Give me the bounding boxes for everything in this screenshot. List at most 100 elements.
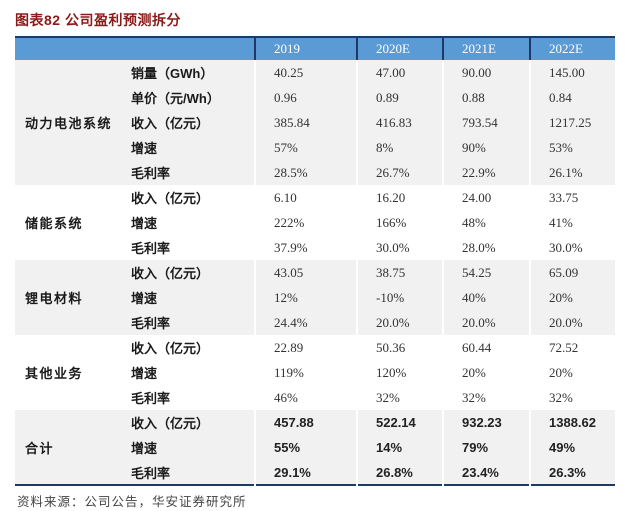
- group-label: 锂电材料: [15, 260, 127, 335]
- value-cell: 26.3%: [529, 460, 615, 485]
- value-cell: 55%: [254, 435, 357, 460]
- value-cell: 793.54: [442, 110, 530, 135]
- value-cell: 41%: [529, 210, 615, 235]
- value-cell: 26.1%: [529, 160, 615, 185]
- value-cell: 30.0%: [356, 235, 443, 260]
- value-cell: 28.5%: [254, 160, 357, 185]
- value-cell: 0.88: [442, 85, 530, 110]
- value-cell: 22.9%: [442, 160, 530, 185]
- table-row: 毛利率 29.1% 26.8% 23.4% 26.3%: [15, 460, 615, 485]
- value-cell: 53%: [529, 135, 615, 160]
- value-cell: 16.20: [356, 185, 443, 210]
- group-label: 储能系统: [15, 185, 127, 260]
- value-cell: 65.09: [529, 260, 615, 285]
- value-cell: 222%: [254, 210, 357, 235]
- metric-label: 毛利率: [127, 460, 255, 485]
- header-year-2019: 2019: [254, 37, 357, 60]
- metric-label: 毛利率: [127, 160, 255, 185]
- value-cell: 33.75: [529, 185, 615, 210]
- metric-label: 增速: [127, 435, 255, 460]
- table-body: 动力电池系统 销量（GWh） 40.25 47.00 90.00 145.00 单价（元/W…: [15, 60, 615, 485]
- value-cell: 22.89: [254, 335, 357, 360]
- value-cell: 416.83: [356, 110, 443, 135]
- figure-title: 图表82 公司盈利预测拆分: [15, 12, 181, 28]
- value-cell: 37.9%: [254, 235, 357, 260]
- value-cell: 166%: [356, 210, 443, 235]
- value-cell: 20.0%: [529, 310, 615, 335]
- header-year-2022e: 2022E: [529, 37, 615, 60]
- value-cell: 28.0%: [442, 235, 530, 260]
- metric-label: 收入（亿元）: [127, 335, 255, 360]
- value-cell: 0.96: [254, 85, 357, 110]
- value-cell: 32%: [356, 385, 443, 410]
- value-cell: 60.44: [442, 335, 530, 360]
- value-cell: 48%: [442, 210, 530, 235]
- table-row: 动力电池系统 销量（GWh） 40.25 47.00 90.00 145.00: [15, 60, 615, 185]
- metric-label: 毛利率: [127, 235, 255, 260]
- value-cell: 20%: [529, 285, 615, 310]
- table-row: 收入（亿元） 385.84 416.83 793.54 1217.25: [15, 110, 615, 135]
- group-label: 合计: [15, 410, 127, 485]
- table-header-row: 2019 2020E 2021E 2022E: [15, 37, 615, 60]
- value-cell: 522.14: [356, 410, 443, 435]
- value-cell: 26.7%: [356, 160, 443, 185]
- metric-label: 收入（亿元）: [127, 260, 255, 285]
- value-cell: 457.88: [254, 410, 357, 435]
- value-cell: 46%: [254, 385, 357, 410]
- header-metric-spacer: [127, 37, 255, 60]
- table-row: 增速 12% -10% 40% 20%: [15, 285, 615, 310]
- metric-label: 增速: [127, 135, 255, 160]
- table-row: 毛利率 46% 32% 32% 32%: [15, 385, 615, 410]
- value-cell: 120%: [356, 360, 443, 385]
- table-row: 增速 55% 14% 79% 49%: [15, 435, 615, 460]
- value-cell: -10%: [356, 285, 443, 310]
- table-row: 储能系统 收入（亿元） 6.10 16.20 24.00 33.75: [15, 185, 615, 260]
- value-cell: 0.89: [356, 85, 443, 110]
- metric-label: 收入（亿元）: [127, 185, 255, 210]
- value-cell: 40%: [442, 285, 530, 310]
- group-label: 其他业务: [15, 335, 127, 410]
- value-cell: 0.84: [529, 85, 615, 110]
- value-cell: 20.0%: [442, 310, 530, 335]
- value-cell: 8%: [356, 135, 443, 160]
- value-cell: 90.00: [442, 60, 530, 85]
- value-cell: 47.00: [356, 60, 443, 85]
- value-cell: 26.8%: [356, 460, 443, 485]
- value-cell: 20.0%: [356, 310, 443, 335]
- metric-label: 单价（元/Wh）: [127, 85, 255, 110]
- metric-label: 毛利率: [127, 385, 255, 410]
- source-note: 资料来源：公司公告，华安证券研究所: [17, 495, 247, 509]
- value-cell: 57%: [254, 135, 357, 160]
- table-row: 增速 119% 120% 20% 20%: [15, 360, 615, 385]
- value-cell: 932.23: [442, 410, 530, 435]
- value-cell: 1217.25: [529, 110, 615, 135]
- value-cell: 23.4%: [442, 460, 530, 485]
- table-row: 锂电材料 收入（亿元） 43.05 38.75 54.25 65.09: [15, 260, 615, 335]
- value-cell: 14%: [356, 435, 443, 460]
- table-row: 单价（元/Wh） 0.96 0.89 0.88 0.84: [15, 85, 615, 110]
- table-row: 增速 57% 8% 90% 53%: [15, 135, 615, 160]
- metric-label: 增速: [127, 210, 255, 235]
- value-cell: 43.05: [254, 260, 357, 285]
- table-row: 增速 222% 166% 48% 41%: [15, 210, 615, 235]
- metric-label: 增速: [127, 285, 255, 310]
- value-cell: 50.36: [356, 335, 443, 360]
- value-cell: 12%: [254, 285, 357, 310]
- value-cell: 24.00: [442, 185, 530, 210]
- value-cell: 145.00: [529, 60, 615, 85]
- value-cell: 72.52: [529, 335, 615, 360]
- value-cell: 24.4%: [254, 310, 357, 335]
- metric-label: 收入（亿元）: [127, 110, 255, 135]
- metric-label: 收入（亿元）: [127, 410, 255, 435]
- table-row: 其他业务 收入（亿元） 22.89 50.36 60.44 72.52: [15, 335, 615, 410]
- value-cell: 385.84: [254, 110, 357, 135]
- value-cell: 32%: [442, 385, 530, 410]
- table-row: 毛利率 24.4% 20.0% 20.0% 20.0%: [15, 310, 615, 335]
- value-cell: 54.25: [442, 260, 530, 285]
- value-cell: 20%: [529, 360, 615, 385]
- value-cell: 30.0%: [529, 235, 615, 260]
- header-group-spacer: [15, 37, 127, 60]
- header-year-2021e: 2021E: [442, 37, 530, 60]
- value-cell: 79%: [442, 435, 530, 460]
